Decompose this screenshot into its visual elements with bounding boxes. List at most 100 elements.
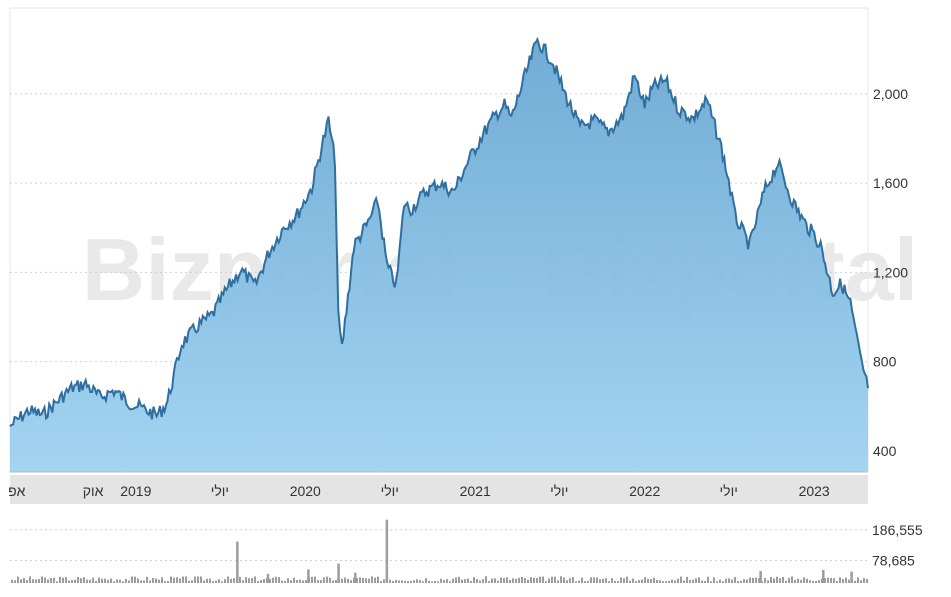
volume-bar xyxy=(125,579,127,583)
volume-spike-bar xyxy=(236,541,239,583)
volume-bar xyxy=(848,579,850,583)
volume-bar xyxy=(494,578,496,583)
volume-bar xyxy=(272,577,274,583)
volume-bar xyxy=(485,576,487,583)
volume-bar xyxy=(809,580,811,583)
volume-bar xyxy=(65,576,67,583)
volume-bar xyxy=(677,578,679,583)
volume-bar xyxy=(293,577,295,583)
volume-bar xyxy=(635,581,637,583)
volume-bar xyxy=(857,577,859,583)
volume-bar xyxy=(698,577,700,583)
volume-spike-bar xyxy=(822,569,825,583)
volume-bar xyxy=(182,576,184,583)
volume-bar xyxy=(752,577,754,583)
volume-bar xyxy=(644,577,646,583)
volume-bar xyxy=(389,579,391,583)
volume-bar xyxy=(608,581,610,583)
volume-bar xyxy=(434,580,436,583)
volume-bar xyxy=(452,578,454,583)
volume-bar xyxy=(587,581,589,583)
volume-bar xyxy=(791,576,793,583)
volume-bar xyxy=(392,580,394,583)
volume-bar xyxy=(257,581,259,583)
volume-bar xyxy=(191,580,193,583)
volume-bar xyxy=(245,577,247,583)
volume-bar xyxy=(473,577,475,583)
volume-spike-bar xyxy=(850,571,853,583)
volume-bar xyxy=(371,576,373,583)
volume-bar xyxy=(512,578,514,583)
volume-bar xyxy=(443,580,445,583)
volume-bar xyxy=(821,578,823,583)
volume-bar xyxy=(149,580,151,583)
volume-bar xyxy=(674,580,676,583)
volume-bar xyxy=(701,580,703,583)
volume-bar xyxy=(254,576,256,583)
volume-bar xyxy=(200,576,202,583)
volume-bar xyxy=(584,581,586,583)
volume-bar xyxy=(500,577,502,583)
volume-bar xyxy=(407,580,409,583)
volume-bar xyxy=(743,579,745,583)
volume-bar xyxy=(74,579,76,583)
volume-bar xyxy=(17,576,19,583)
volume-bar xyxy=(344,577,346,583)
volume-bar xyxy=(617,581,619,583)
volume-bar xyxy=(518,577,520,583)
volume-bar xyxy=(425,578,427,583)
volume-spike-bar xyxy=(354,572,357,583)
volume-bar xyxy=(536,578,538,583)
volume-bar xyxy=(533,577,535,583)
volume-bar xyxy=(131,576,133,583)
volume-bar xyxy=(71,580,73,583)
volume-bar xyxy=(383,579,385,583)
date-tick-label: 2022 xyxy=(629,483,660,499)
price-line xyxy=(9,36,869,428)
volume-bar xyxy=(797,578,799,583)
volume-bar xyxy=(53,577,55,583)
volume-bar xyxy=(50,578,52,583)
volume-bar xyxy=(557,580,559,583)
volume-bar xyxy=(497,580,499,583)
volume-bar xyxy=(419,579,421,583)
volume-bar xyxy=(650,579,652,583)
volume-bar xyxy=(212,581,214,583)
volume-bar xyxy=(59,576,61,583)
volume-bar xyxy=(620,577,622,583)
volume-bar xyxy=(332,580,334,583)
volume-bar xyxy=(488,581,490,583)
volume-spike-bar xyxy=(337,563,340,583)
volume-bar xyxy=(209,578,211,583)
volume-bar xyxy=(47,579,49,583)
volume-bar xyxy=(860,580,862,583)
volume-bar xyxy=(359,577,361,583)
volume-bar xyxy=(728,578,730,583)
volume-bar xyxy=(782,576,784,583)
volume-bar xyxy=(647,578,649,583)
volume-bar xyxy=(779,578,781,583)
volume-bar xyxy=(104,578,106,583)
volume-bar xyxy=(89,579,91,583)
volume-bar xyxy=(413,580,415,583)
volume-bar xyxy=(38,578,40,583)
volume-bar xyxy=(746,579,748,583)
volume-bar xyxy=(548,578,550,583)
volume-bar xyxy=(725,578,727,583)
volume-bar xyxy=(281,580,283,583)
volume-bar xyxy=(299,579,301,583)
volume-bar xyxy=(248,578,250,583)
volume-bar xyxy=(527,579,529,583)
volume-bar xyxy=(707,576,709,583)
volume-bar xyxy=(143,580,145,583)
volume-bar xyxy=(320,580,322,583)
volume-bar xyxy=(242,580,244,583)
volume-bar xyxy=(731,579,733,583)
volume-bar xyxy=(545,581,547,583)
volume-bar xyxy=(110,578,112,583)
volume-bar xyxy=(716,581,718,583)
price-tick-label: 1,200 xyxy=(873,264,908,280)
volume-bar xyxy=(167,581,169,583)
